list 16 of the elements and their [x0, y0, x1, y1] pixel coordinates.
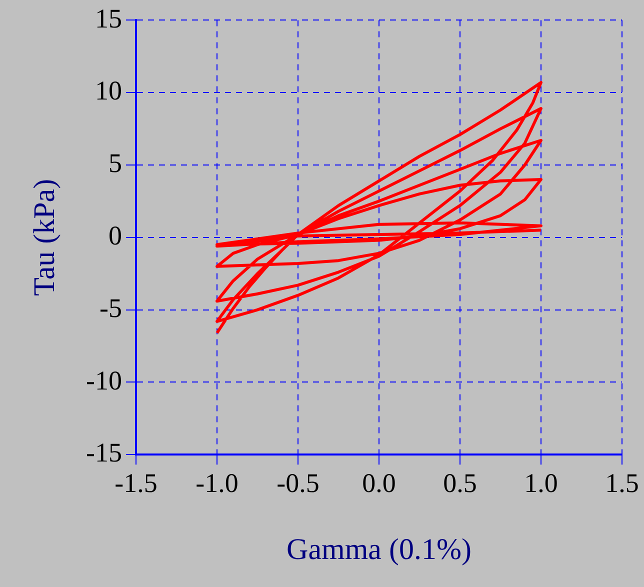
x-tick-label: 0.0 [362, 468, 396, 498]
y-tick-label: 10 [94, 76, 122, 106]
x-tick-label: 0.5 [443, 468, 477, 498]
x-tick-label: -1.0 [196, 468, 238, 498]
y-tick-label: 0 [108, 220, 122, 250]
x-tick-label: 1.5 [605, 468, 639, 498]
y-tick-label: -5 [99, 292, 122, 323]
y-axis-title: Tau (kPa) [28, 178, 61, 296]
x-tick-label: -1.5 [114, 468, 158, 498]
y-tick-label: -10 [86, 365, 122, 396]
y-tick-label: -15 [86, 438, 122, 468]
y-tick-label: 5 [108, 148, 122, 178]
x-axis-title: Gamma (0.1%) [286, 532, 472, 566]
y-tick-label: 15 [94, 3, 122, 34]
x-tick-label: -0.5 [276, 468, 320, 498]
x-tick-label: 1.0 [524, 468, 558, 498]
